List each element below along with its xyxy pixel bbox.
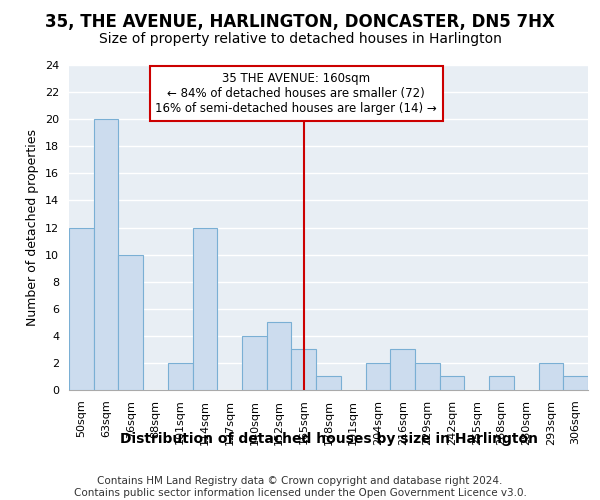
Y-axis label: Number of detached properties: Number of detached properties — [26, 129, 40, 326]
Bar — [365, 363, 390, 390]
Text: 35 THE AVENUE: 160sqm
← 84% of detached houses are smaller (72)
16% of semi-deta: 35 THE AVENUE: 160sqm ← 84% of detached … — [155, 72, 437, 115]
Bar — [193, 228, 217, 390]
Bar — [415, 363, 440, 390]
Text: Distribution of detached houses by size in Harlington: Distribution of detached houses by size … — [120, 432, 538, 446]
Bar — [118, 254, 143, 390]
Text: 35, THE AVENUE, HARLINGTON, DONCASTER, DN5 7HX: 35, THE AVENUE, HARLINGTON, DONCASTER, D… — [45, 12, 555, 30]
Bar — [390, 350, 415, 390]
Bar — [539, 363, 563, 390]
Bar — [69, 228, 94, 390]
Bar — [316, 376, 341, 390]
Bar — [242, 336, 267, 390]
Bar — [440, 376, 464, 390]
Text: Contains HM Land Registry data © Crown copyright and database right 2024.
Contai: Contains HM Land Registry data © Crown c… — [74, 476, 526, 498]
Text: Size of property relative to detached houses in Harlington: Size of property relative to detached ho… — [98, 32, 502, 46]
Bar — [563, 376, 588, 390]
Bar — [168, 363, 193, 390]
Bar — [292, 350, 316, 390]
Bar — [94, 119, 118, 390]
Bar — [267, 322, 292, 390]
Bar — [489, 376, 514, 390]
